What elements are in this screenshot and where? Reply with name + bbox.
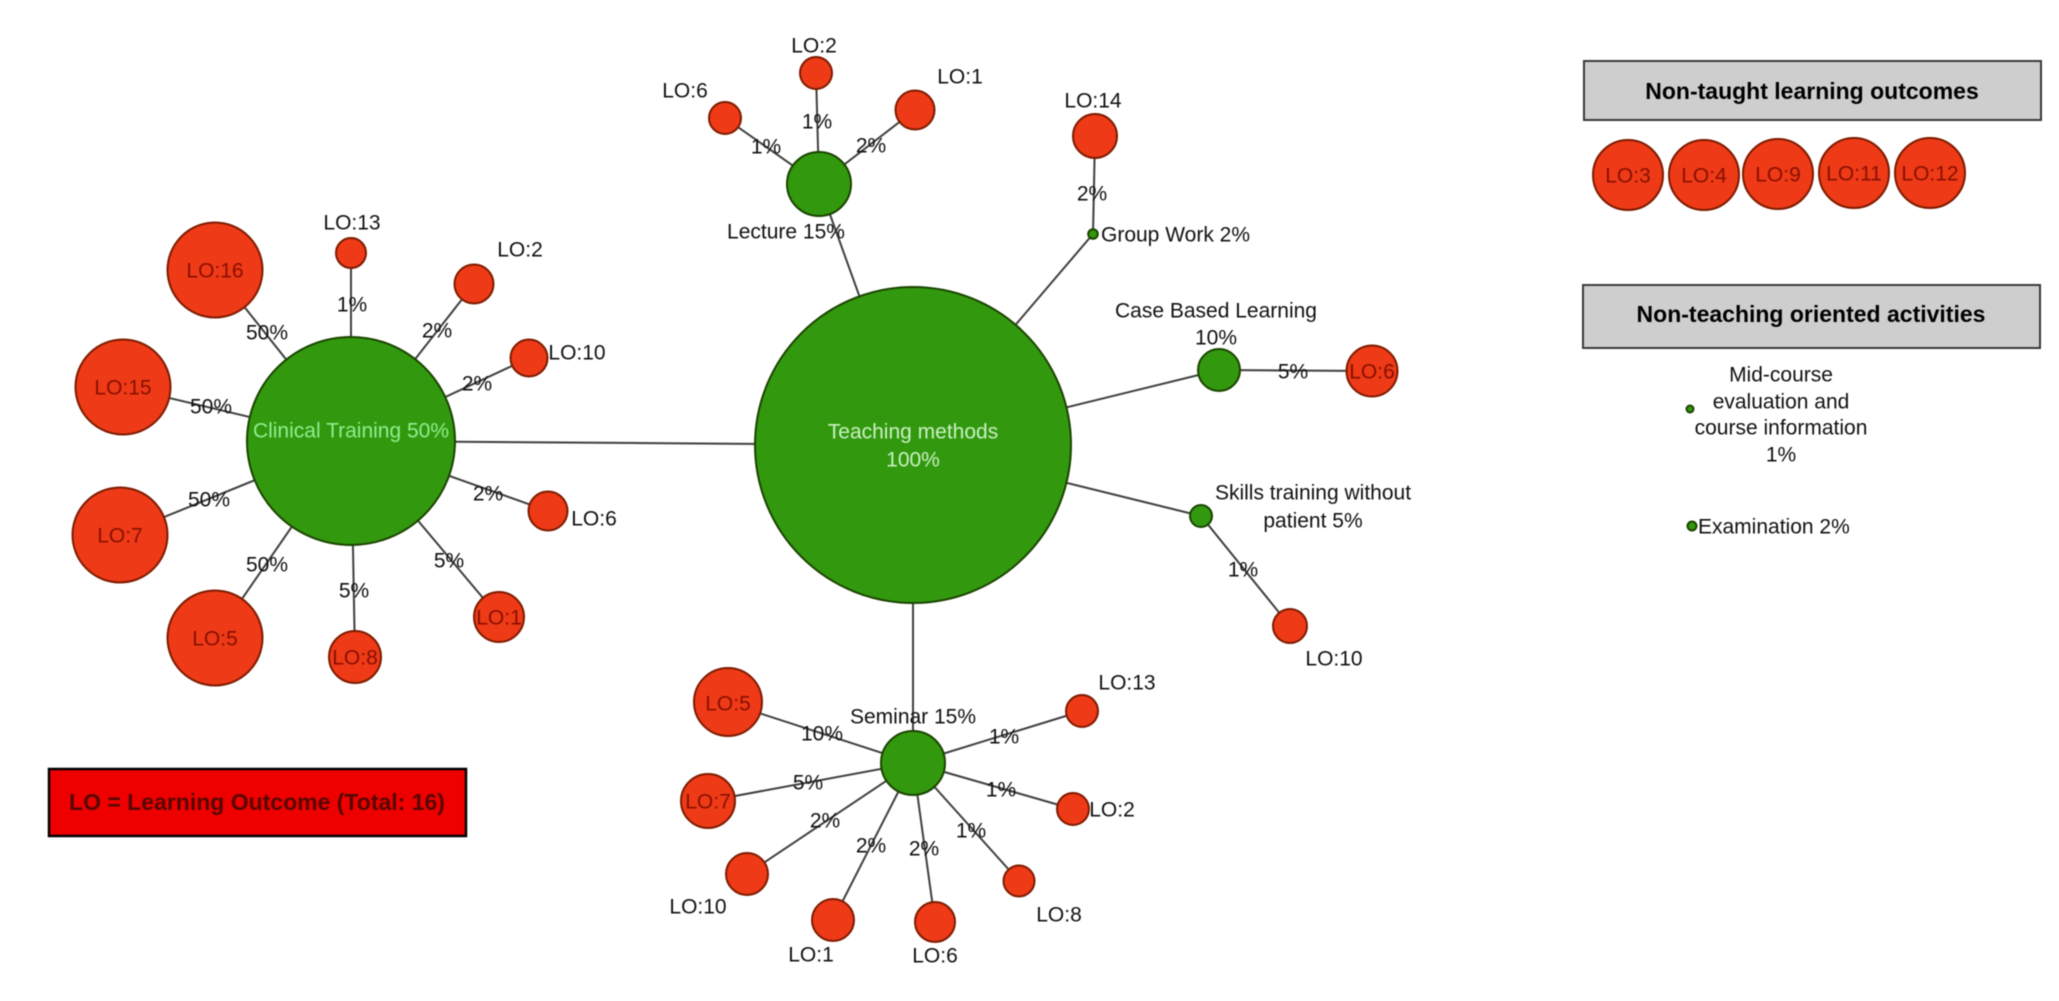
svg-text:LO:1: LO:1 xyxy=(937,65,983,88)
svg-text:1%: 1% xyxy=(751,135,781,158)
svg-text:LO:5: LO:5 xyxy=(192,627,238,650)
svg-text:LO:6: LO:6 xyxy=(662,79,708,102)
svg-text:LO:15: LO:15 xyxy=(94,376,151,399)
svg-text:5%: 5% xyxy=(1278,360,1308,383)
svg-text:LO:11: LO:11 xyxy=(1826,162,1882,185)
svg-text:2%: 2% xyxy=(422,319,452,342)
svg-text:Seminar 15%: Seminar 15% xyxy=(850,705,976,728)
svg-text:1%: 1% xyxy=(337,293,367,316)
svg-text:Non-taught learning outcomes: Non-taught learning outcomes xyxy=(1645,78,1979,104)
svg-text:LO:7: LO:7 xyxy=(685,790,731,813)
svg-text:LO:3: LO:3 xyxy=(1605,164,1651,187)
svg-text:LO:2: LO:2 xyxy=(1089,798,1135,821)
svg-text:1%: 1% xyxy=(956,819,986,842)
svg-text:LO:12: LO:12 xyxy=(1901,162,1958,185)
svg-text:LO:13: LO:13 xyxy=(1098,671,1155,694)
svg-text:Examination 2%: Examination 2% xyxy=(1698,515,1850,538)
svg-text:LO:6: LO:6 xyxy=(1349,360,1395,383)
svg-text:Non-teaching oriented activiti: Non-teaching oriented activities xyxy=(1637,301,1986,327)
svg-text:1%: 1% xyxy=(1766,443,1796,466)
svg-text:2%: 2% xyxy=(856,134,886,157)
svg-text:Group Work 2%: Group Work 2% xyxy=(1101,223,1250,246)
svg-text:2%: 2% xyxy=(909,837,939,860)
svg-text:2%: 2% xyxy=(462,372,492,395)
svg-text:2%: 2% xyxy=(856,834,886,857)
svg-text:LO:10: LO:10 xyxy=(548,341,605,364)
svg-text:Case Based Learning: Case Based Learning xyxy=(1115,299,1317,322)
svg-text:course information: course information xyxy=(1695,416,1868,439)
svg-text:LO:6: LO:6 xyxy=(571,507,617,530)
svg-text:Teaching methods: Teaching methods xyxy=(828,420,998,443)
svg-text:1%: 1% xyxy=(989,725,1019,748)
svg-text:LO:4: LO:4 xyxy=(1681,164,1727,187)
svg-text:patient 5%: patient 5% xyxy=(1263,509,1362,532)
svg-text:LO:9: LO:9 xyxy=(1755,163,1801,186)
svg-text:LO:2: LO:2 xyxy=(791,34,837,57)
svg-text:Clinical Training 50%: Clinical Training 50% xyxy=(253,419,449,442)
svg-text:LO:8: LO:8 xyxy=(332,646,378,669)
svg-text:LO = Learning Outcome (Total:: LO = Learning Outcome (Total: 16) xyxy=(69,789,445,815)
svg-text:LO:10: LO:10 xyxy=(669,895,726,918)
svg-text:10%: 10% xyxy=(801,722,843,745)
svg-text:Mid-course: Mid-course xyxy=(1729,363,1833,386)
svg-text:LO:13: LO:13 xyxy=(323,211,380,234)
svg-text:2%: 2% xyxy=(473,482,503,505)
svg-text:LO:1: LO:1 xyxy=(788,943,834,966)
svg-text:50%: 50% xyxy=(246,553,288,576)
svg-text:100%: 100% xyxy=(886,448,940,471)
svg-text:LO:7: LO:7 xyxy=(97,524,143,547)
svg-text:50%: 50% xyxy=(190,395,232,418)
svg-text:5%: 5% xyxy=(339,579,369,602)
svg-text:LO:10: LO:10 xyxy=(1305,647,1362,670)
svg-text:LO:16: LO:16 xyxy=(186,259,243,282)
svg-text:LO:1: LO:1 xyxy=(476,606,522,629)
svg-text:LO:8: LO:8 xyxy=(1036,903,1082,926)
svg-text:1%: 1% xyxy=(986,778,1016,801)
svg-text:10%: 10% xyxy=(1195,326,1237,349)
svg-text:LO:2: LO:2 xyxy=(497,238,543,261)
svg-text:evaluation and: evaluation and xyxy=(1713,390,1850,413)
svg-text:Skills training without: Skills training without xyxy=(1215,481,1411,504)
svg-text:5%: 5% xyxy=(793,771,823,794)
svg-text:1%: 1% xyxy=(802,110,832,133)
svg-text:50%: 50% xyxy=(188,488,230,511)
svg-text:LO:14: LO:14 xyxy=(1064,89,1122,112)
svg-text:1%: 1% xyxy=(1228,558,1258,581)
svg-text:50%: 50% xyxy=(246,321,288,344)
svg-text:2%: 2% xyxy=(810,809,840,832)
svg-text:Lecture 15%: Lecture 15% xyxy=(727,220,845,243)
svg-text:2%: 2% xyxy=(1077,182,1107,205)
svg-text:5%: 5% xyxy=(434,549,464,572)
svg-text:LO:6: LO:6 xyxy=(912,944,958,967)
svg-text:LO:5: LO:5 xyxy=(705,692,751,715)
